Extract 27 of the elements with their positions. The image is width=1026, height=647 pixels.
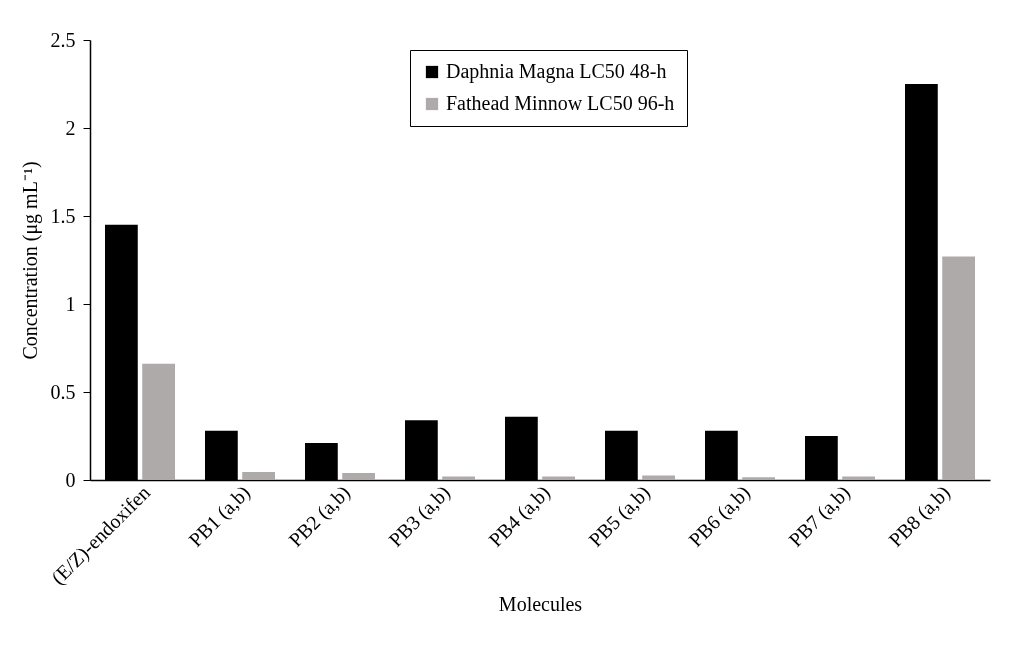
x-tick-label: PB3 (a,b) (384, 481, 455, 552)
y-axis-title: Concentration (μg mL⁻¹) (18, 161, 42, 360)
x-tick-label: PB6 (a,b) (684, 481, 755, 552)
bar (942, 256, 975, 480)
x-axis-title: Molecules (498, 592, 583, 615)
bar (542, 476, 575, 480)
y-tick-label: 2 (65, 116, 76, 139)
y-tick-label: 1 (65, 292, 76, 315)
y-tick-label: 0.5 (50, 380, 76, 403)
legend-label: Daphnia Magna LC50 48-h (446, 60, 667, 83)
y-tick-label: 0 (65, 468, 76, 491)
x-tick-label: PB1 (a,b) (184, 481, 255, 552)
y-tick-label: 1.5 (50, 204, 76, 227)
bar (142, 363, 175, 480)
y-tick-label: 2.5 (50, 28, 76, 51)
bar (742, 477, 775, 480)
x-tick-label: PB4 (a,b) (484, 481, 555, 552)
x-tick-label: PB5 (a,b) (584, 481, 655, 552)
x-tick-label: PB2 (a,b) (284, 481, 355, 552)
bar (442, 476, 475, 480)
bar (242, 472, 275, 480)
bar (342, 472, 375, 480)
x-tick-label: PB7 (a,b) (784, 481, 855, 552)
legend-label: Fathead Minnow LC50 96-h (446, 92, 675, 114)
x-tick-label: PB8 (a,b) (884, 481, 955, 552)
bar (642, 475, 675, 480)
bar (842, 476, 875, 480)
